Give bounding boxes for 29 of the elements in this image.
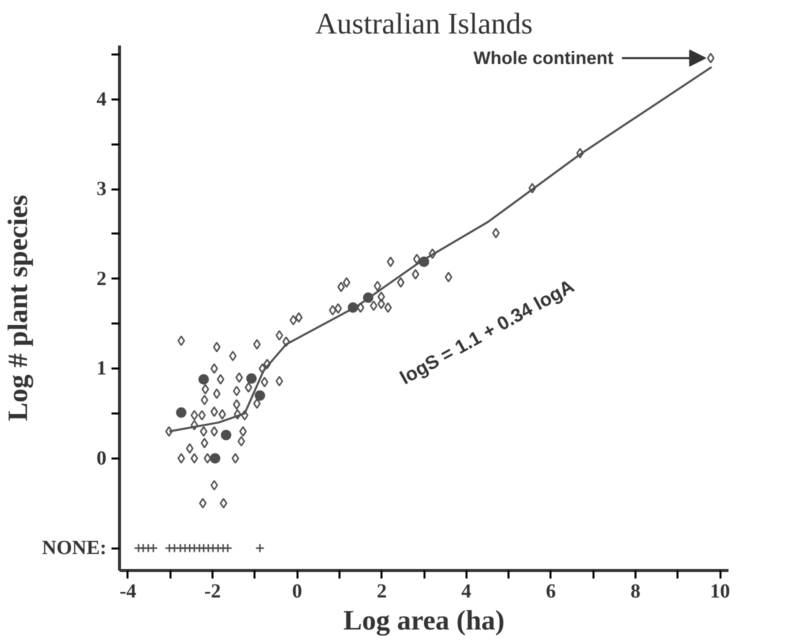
- point: [170, 543, 180, 553]
- annotation: Whole continent: [473, 48, 614, 68]
- y-tick-label: 1: [96, 358, 106, 380]
- x-tick-label: 2: [376, 580, 387, 602]
- y-tick-label: 3: [96, 178, 106, 200]
- y-tick-label: 2: [96, 268, 106, 290]
- y-axis-title: Log # plant species: [3, 194, 34, 422]
- point: [148, 543, 158, 553]
- point: [254, 390, 266, 401]
- point: [176, 407, 186, 418]
- x-tick-label: 10: [710, 580, 730, 602]
- point: [223, 543, 233, 553]
- x-tick-label: 4: [461, 580, 472, 602]
- point: [220, 430, 232, 440]
- y-tick-label: 4: [96, 88, 106, 110]
- point: [210, 453, 220, 464]
- chart-title: Australian Islands: [315, 8, 533, 40]
- x-tick-label: -4: [120, 580, 136, 602]
- x-axis-title: Log area (ha): [343, 606, 505, 636]
- annotation: logS = 1.1 + 0.34 logA: [396, 276, 578, 390]
- point: [255, 543, 265, 553]
- point: [198, 374, 209, 385]
- y-tick-label: NONE:: [42, 537, 107, 560]
- x-tick-label: 8: [630, 580, 640, 602]
- x-tick-label: 6: [546, 580, 556, 602]
- x-tick-label: 0: [292, 580, 302, 602]
- y-tick-label: 0: [96, 447, 106, 470]
- point: [246, 373, 257, 384]
- x-tick-label: -2: [204, 580, 221, 602]
